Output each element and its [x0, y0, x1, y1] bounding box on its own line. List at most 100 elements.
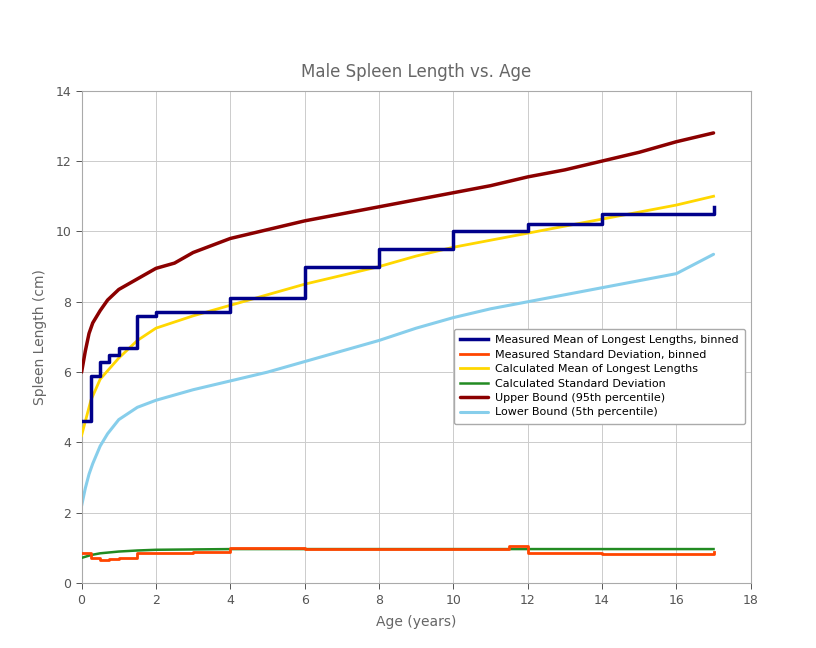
X-axis label: Age (years): Age (years) — [376, 615, 456, 629]
Lower Bound (5th percentile) — [263, 368, 273, 376]
Measured Standard Deviation, binned — [560, 550, 570, 557]
Measured Standard Deviation, binned — [597, 550, 607, 558]
Calculated Mean of Longest Lengths — [449, 244, 459, 251]
Measured Standard Deviation, binned — [225, 544, 235, 552]
Calculated Mean of Longest Lengths — [86, 397, 95, 404]
Line: Measured Standard Deviation, binned: Measured Standard Deviation, binned — [82, 546, 713, 561]
Y-axis label: Spleen Length (cm): Spleen Length (cm) — [33, 269, 47, 405]
Lower Bound (5th percentile) — [81, 484, 91, 492]
Lower Bound (5th percentile) — [523, 298, 533, 306]
Calculated Standard Deviation — [523, 545, 533, 553]
Calculated Standard Deviation — [374, 545, 384, 553]
Measured Mean of Longest Lengths, binned — [151, 308, 161, 316]
Calculated Standard Deviation — [86, 551, 95, 559]
Measured Standard Deviation, binned — [104, 555, 114, 563]
Measured Mean of Longest Lengths, binned — [449, 227, 459, 235]
Upper Bound (95th percentile) — [170, 259, 180, 267]
Calculated Standard Deviation — [151, 546, 161, 553]
Measured Mean of Longest Lengths, binned — [114, 343, 124, 351]
Measured Standard Deviation, binned — [188, 548, 198, 556]
Measured Standard Deviation, binned — [114, 554, 124, 562]
Measured Standard Deviation, binned — [77, 550, 86, 557]
Line: Calculated Standard Deviation: Calculated Standard Deviation — [82, 549, 713, 558]
Upper Bound (95th percentile) — [411, 196, 421, 203]
Lower Bound (5th percentile) — [634, 277, 644, 284]
Calculated Mean of Longest Lengths — [132, 336, 142, 344]
Lower Bound (5th percentile) — [708, 250, 718, 258]
Measured Standard Deviation, binned — [95, 557, 105, 564]
Upper Bound (95th percentile) — [88, 319, 98, 327]
Lower Bound (5th percentile) — [114, 416, 124, 424]
Calculated Mean of Longest Lengths — [77, 432, 86, 439]
Line: Measured Mean of Longest Lengths, binned: Measured Mean of Longest Lengths, binned — [82, 207, 713, 421]
Upper Bound (95th percentile) — [77, 368, 86, 376]
Calculated Standard Deviation — [634, 545, 644, 553]
Measured Mean of Longest Lengths, binned — [374, 245, 384, 253]
Lower Bound (5th percentile) — [151, 397, 161, 404]
Lower Bound (5th percentile) — [374, 336, 384, 344]
Measured Mean of Longest Lengths, binned — [708, 203, 718, 211]
Calculated Standard Deviation — [708, 545, 718, 553]
Lower Bound (5th percentile) — [337, 347, 347, 355]
Upper Bound (95th percentile) — [486, 182, 495, 190]
Calculated Mean of Longest Lengths — [708, 192, 718, 200]
Upper Bound (95th percentile) — [634, 148, 644, 156]
Measured Standard Deviation, binned — [449, 546, 459, 553]
Upper Bound (95th percentile) — [672, 138, 681, 146]
Calculated Standard Deviation — [411, 545, 421, 553]
Upper Bound (95th percentile) — [337, 210, 347, 218]
Lower Bound (5th percentile) — [88, 459, 98, 467]
Calculated Mean of Longest Lengths — [225, 301, 235, 309]
Lower Bound (5th percentile) — [103, 430, 113, 437]
Calculated Standard Deviation — [188, 546, 198, 553]
Lower Bound (5th percentile) — [84, 470, 94, 478]
Upper Bound (95th percentile) — [84, 330, 94, 338]
Upper Bound (95th percentile) — [560, 166, 570, 174]
Measured Mean of Longest Lengths, binned — [225, 294, 235, 302]
Calculated Standard Deviation — [597, 545, 607, 553]
Calculated Standard Deviation — [95, 550, 105, 557]
Measured Standard Deviation, binned — [374, 546, 384, 553]
Measured Mean of Longest Lengths, binned — [104, 351, 114, 358]
Upper Bound (95th percentile) — [597, 157, 607, 165]
Measured Mean of Longest Lengths, binned — [77, 417, 86, 425]
Calculated Mean of Longest Lengths — [188, 312, 198, 319]
Calculated Mean of Longest Lengths — [560, 222, 570, 230]
Lower Bound (5th percentile) — [77, 502, 86, 510]
Measured Mean of Longest Lengths, binned — [188, 308, 198, 316]
Lower Bound (5th percentile) — [560, 291, 570, 299]
Calculated Mean of Longest Lengths — [151, 324, 161, 332]
Calculated Mean of Longest Lengths — [597, 215, 607, 223]
Calculated Mean of Longest Lengths — [263, 291, 273, 299]
Calculated Standard Deviation — [77, 554, 86, 562]
Calculated Mean of Longest Lengths — [634, 208, 644, 216]
Calculated Standard Deviation — [560, 545, 570, 553]
Lower Bound (5th percentile) — [188, 386, 198, 393]
Calculated Standard Deviation — [132, 547, 142, 555]
Upper Bound (95th percentile) — [523, 173, 533, 181]
Title: Male Spleen Length vs. Age: Male Spleen Length vs. Age — [301, 63, 531, 81]
Upper Bound (95th percentile) — [151, 264, 161, 272]
Upper Bound (95th percentile) — [263, 226, 273, 233]
Lower Bound (5th percentile) — [597, 284, 607, 292]
Upper Bound (95th percentile) — [708, 129, 718, 137]
Calculated Mean of Longest Lengths — [523, 229, 533, 237]
Calculated Mean of Longest Lengths — [337, 272, 347, 279]
Lower Bound (5th percentile) — [486, 305, 495, 313]
Calculated Mean of Longest Lengths — [486, 237, 495, 244]
Calculated Standard Deviation — [263, 545, 273, 553]
Calculated Mean of Longest Lengths — [95, 375, 105, 383]
Calculated Mean of Longest Lengths — [411, 252, 421, 260]
Calculated Standard Deviation — [299, 545, 309, 553]
Measured Standard Deviation, binned — [523, 550, 533, 557]
Measured Mean of Longest Lengths, binned — [95, 358, 105, 365]
Legend: Measured Mean of Longest Lengths, binned, Measured Standard Deviation, binned, C: Measured Mean of Longest Lengths, binned… — [454, 329, 745, 424]
Measured Mean of Longest Lengths, binned — [523, 220, 533, 228]
Upper Bound (95th percentile) — [95, 307, 105, 314]
Lower Bound (5th percentile) — [672, 270, 681, 277]
Upper Bound (95th percentile) — [449, 189, 459, 196]
Upper Bound (95th percentile) — [225, 235, 235, 242]
Calculated Mean of Longest Lengths — [374, 262, 384, 270]
Lower Bound (5th percentile) — [411, 324, 421, 332]
Upper Bound (95th percentile) — [299, 217, 309, 225]
